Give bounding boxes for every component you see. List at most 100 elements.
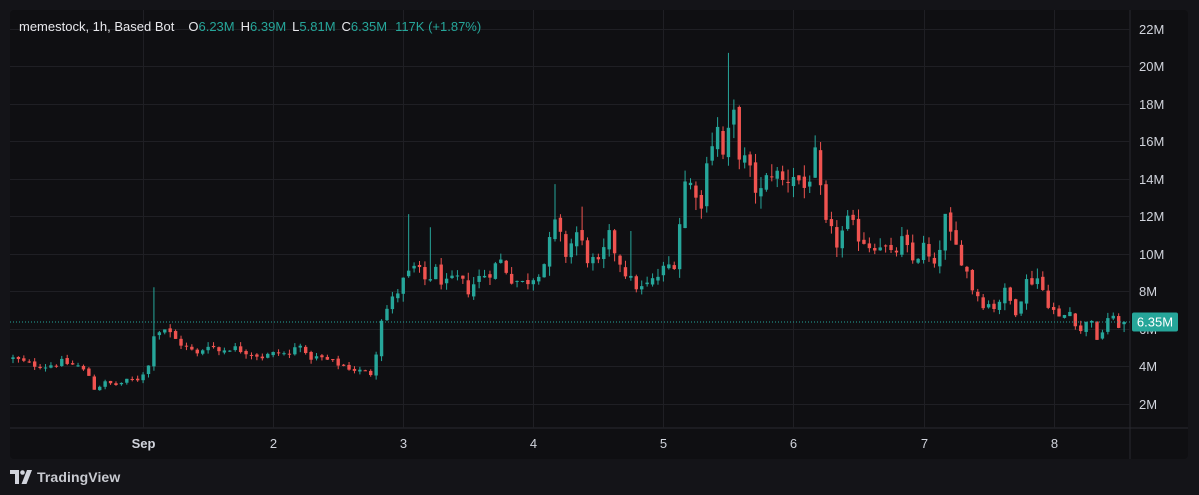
candle — [569, 238, 573, 264]
candlestick-chart[interactable]: 2M4M6M8M10M12M14M16M18M20M22M Sep2345678… — [10, 10, 1188, 459]
candle — [461, 275, 465, 284]
candle-body — [1100, 332, 1105, 339]
candle — [1057, 305, 1061, 317]
candle-body — [173, 331, 178, 339]
candle-body — [390, 296, 395, 310]
candle — [363, 369, 367, 372]
candle-body — [87, 368, 91, 376]
candle — [130, 376, 134, 382]
candle — [694, 181, 698, 211]
candle-body — [634, 276, 638, 290]
candle-body — [157, 332, 162, 336]
candle-body — [1116, 316, 1121, 328]
candle — [195, 348, 199, 357]
candle-body — [699, 194, 704, 209]
candle — [553, 184, 557, 242]
candle — [710, 132, 714, 166]
candle-body — [856, 218, 861, 242]
candle — [331, 358, 335, 362]
candle — [851, 209, 855, 226]
candle — [1062, 314, 1067, 319]
candle-body — [195, 349, 199, 354]
candle-body — [770, 176, 774, 178]
y-tick-label: 10M — [1139, 247, 1164, 262]
symbol-title[interactable]: memestock, 1h, Based Bot — [19, 19, 175, 34]
candle-body — [640, 286, 644, 290]
candle — [531, 278, 536, 291]
candle-body — [867, 243, 872, 249]
candle — [1068, 307, 1072, 317]
candle — [770, 164, 774, 182]
candle-body — [780, 171, 785, 181]
tradingview-logo-icon[interactable] — [10, 470, 32, 484]
candle-body — [574, 232, 579, 247]
candle-body — [493, 263, 498, 279]
price-label: 6.35M — [1137, 314, 1173, 329]
candle — [125, 378, 129, 385]
candle-body — [694, 185, 698, 198]
candle — [965, 265, 969, 279]
candle — [916, 258, 920, 264]
candle-body — [835, 227, 839, 248]
candle — [547, 231, 552, 276]
candle — [320, 354, 324, 361]
candle — [352, 366, 357, 374]
candle — [428, 227, 433, 282]
candle — [753, 153, 758, 204]
close-value: 6.35M — [350, 19, 388, 34]
candle — [406, 214, 411, 278]
candle — [108, 380, 113, 385]
candle — [623, 260, 628, 279]
candle-body — [542, 264, 546, 278]
candle-body — [65, 358, 69, 364]
candle-body — [948, 212, 953, 232]
candle-body — [1068, 311, 1072, 317]
candle — [298, 343, 302, 353]
x-tick-label: 5 — [660, 436, 667, 451]
candle — [726, 52, 731, 166]
candle-body — [667, 264, 671, 269]
candle — [873, 243, 877, 255]
candle — [797, 175, 801, 185]
tradingview-brand[interactable]: TradingView — [37, 469, 121, 485]
candle-body — [569, 243, 573, 258]
candle-body — [786, 181, 790, 183]
candle — [103, 379, 107, 390]
candle-body — [27, 361, 31, 363]
candle — [764, 172, 769, 192]
candle — [276, 349, 281, 356]
candle-body — [271, 352, 275, 356]
candle-body — [146, 365, 151, 375]
candle-body — [715, 126, 720, 150]
candle — [488, 270, 492, 286]
candle — [439, 258, 443, 290]
candle — [417, 261, 422, 273]
x-axis: Sep 2 3 4 5 6 7 8 — [132, 436, 1059, 451]
candle — [266, 352, 270, 359]
candle — [677, 217, 682, 278]
candle-body — [108, 380, 113, 384]
candle — [656, 268, 660, 285]
chart-panel[interactable]: 2M4M6M8M10M12M14M16M18M20M22M Sep2345678… — [10, 10, 1188, 459]
y-tick-label: 20M — [1139, 59, 1164, 74]
candle — [190, 344, 194, 351]
close-key: C — [341, 19, 351, 34]
candle-body — [450, 275, 454, 278]
candle-body — [829, 219, 834, 227]
candle — [217, 346, 221, 356]
candle-body — [602, 247, 606, 260]
candle — [775, 167, 779, 188]
candle-body — [309, 352, 313, 360]
candle-body — [553, 219, 557, 240]
candle-body — [1079, 325, 1083, 332]
candle — [282, 351, 286, 356]
candle — [390, 291, 395, 314]
candle-body — [997, 301, 1002, 310]
x-tick-label: 4 — [530, 436, 537, 451]
candle — [482, 269, 487, 278]
candle — [287, 349, 292, 359]
x-tick-label: 6 — [790, 436, 797, 451]
candle — [238, 342, 243, 354]
candle-body — [943, 213, 947, 251]
candle — [244, 349, 248, 359]
